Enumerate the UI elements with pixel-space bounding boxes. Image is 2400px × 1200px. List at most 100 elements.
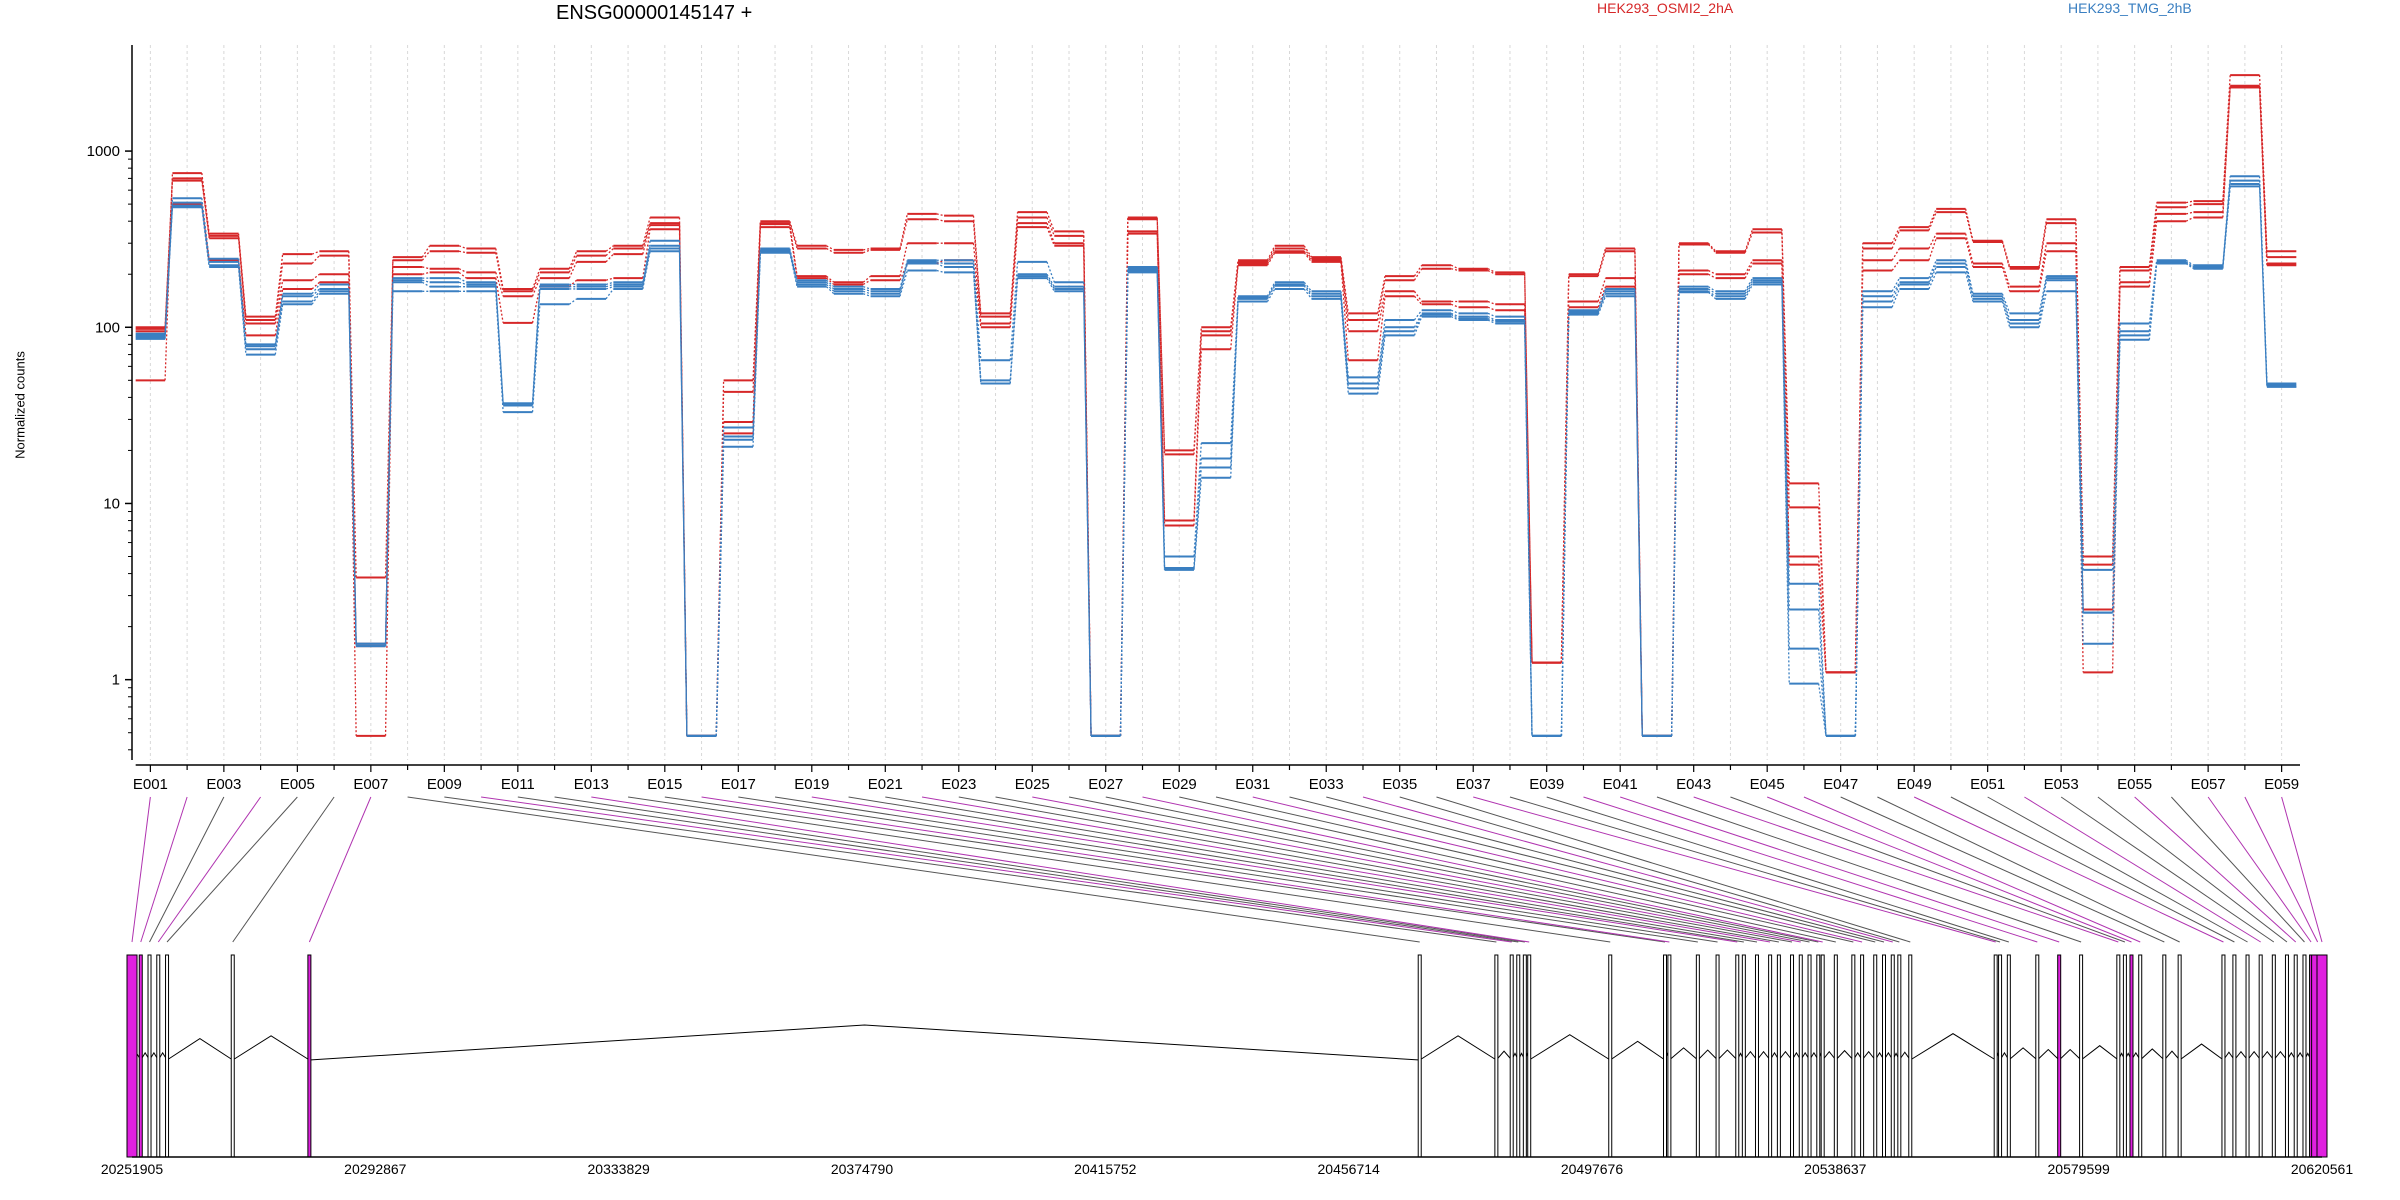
exon-connector-line — [1289, 796, 1876, 943]
y-tick-label: 10 — [103, 495, 120, 512]
exon-connector — [1560, 274, 1570, 663]
exon-connector — [1744, 232, 1754, 253]
exon-connector — [1450, 315, 1459, 321]
exon-connector — [1744, 284, 1754, 300]
exon-connector — [826, 283, 835, 292]
intron-line — [1910, 1033, 1996, 1061]
exon-connector — [421, 281, 430, 288]
exon-connector — [1266, 288, 1276, 302]
genome-tick-label: 20620561 — [2291, 1161, 2354, 1177]
exon-connector — [458, 271, 467, 279]
exon-box — [2316, 954, 2328, 1158]
exon-connector — [899, 243, 908, 277]
exon-connector — [972, 243, 982, 324]
exon-box — [1860, 954, 1865, 1158]
intron-line — [2058, 1048, 2082, 1061]
exon-connector — [1487, 306, 1496, 311]
exon-connector — [2258, 186, 2268, 387]
exon-connector — [568, 251, 578, 269]
exon-connector — [1450, 303, 1459, 308]
exon-connector — [1450, 264, 1459, 270]
exon-connector — [421, 250, 431, 261]
exon-connector — [164, 205, 174, 338]
exon-connector-line — [232, 796, 335, 943]
exon-connector — [1230, 263, 1239, 336]
exon-connector — [2148, 207, 2158, 271]
exon-connector-line — [1068, 796, 1810, 943]
exon-connector-line — [1142, 796, 1823, 943]
exon-box — [138, 954, 143, 1158]
x-tick-label: E047 — [1823, 776, 1858, 793]
series-8 — [135, 185, 2297, 737]
intron-line — [2179, 1043, 2224, 1061]
exon-connector — [1303, 281, 1313, 292]
exon-connector — [1487, 315, 1496, 321]
genome-tick-label: 20292867 — [344, 1161, 407, 1177]
exon-connector — [311, 288, 320, 297]
exon-connector — [1708, 269, 1717, 275]
exon-connector — [2001, 263, 2011, 287]
exon-connector — [642, 217, 651, 246]
exon-box — [1833, 954, 1838, 1158]
exon-connector — [274, 280, 284, 324]
exon-connector-line — [1620, 796, 2060, 943]
intron-line — [1697, 1049, 1718, 1061]
exon-connector — [2258, 184, 2268, 387]
exon-connector — [826, 275, 835, 283]
exon-connector — [2111, 339, 2121, 644]
intron-line — [1419, 1035, 1497, 1061]
exon-connector-line — [1436, 796, 1911, 943]
genome-tick-label: 20538637 — [1804, 1161, 1867, 1177]
intron-line — [1495, 1050, 1513, 1061]
exon-connector — [531, 277, 541, 297]
genome-tick-label: 20579599 — [2048, 1161, 2111, 1177]
x-tick-label: E035 — [1382, 776, 1417, 793]
exon-connector — [348, 291, 357, 647]
exon-connector — [1266, 285, 1276, 300]
exon-box — [1798, 954, 1803, 1158]
exon-connector-line — [627, 796, 1611, 943]
exon-connector-line — [921, 796, 1771, 943]
exon-connector — [2001, 266, 2011, 292]
exon-connector — [936, 262, 945, 268]
exon-box — [1851, 954, 1856, 1158]
exon-connector — [1817, 583, 1827, 736]
exon-connector — [642, 240, 651, 283]
exon-connector — [274, 254, 284, 317]
exon-connector — [2185, 200, 2194, 204]
exon-connector — [605, 248, 614, 257]
exon-connector-line — [554, 796, 1525, 943]
exon-connector — [531, 272, 541, 292]
exon-connector — [1781, 280, 1790, 610]
x-tick-label: E025 — [1015, 776, 1050, 793]
exon-connector-line — [1252, 796, 1863, 943]
exon-connector — [1744, 279, 1754, 295]
exon-connector — [311, 273, 320, 281]
exon-connector — [642, 248, 651, 287]
exon-box — [2006, 954, 2011, 1158]
exon-connector — [642, 224, 651, 255]
exon-connector — [1303, 250, 1313, 261]
exon-connector — [1009, 278, 1019, 384]
exon-connector-line — [1326, 796, 1885, 943]
exon-connector — [384, 257, 394, 578]
exon-connector — [1928, 211, 1937, 231]
exon-connector — [1817, 609, 1827, 736]
exon-connector — [274, 304, 284, 355]
exon-connector — [1744, 263, 1754, 279]
intron-line — [309, 1024, 1420, 1061]
exon-connector — [863, 247, 871, 251]
exon-connector — [1964, 233, 1974, 264]
exon-connector — [1156, 272, 1166, 570]
exon-connector-line — [2171, 796, 2305, 943]
intron-line — [1861, 1050, 1876, 1061]
exon-connector — [1708, 290, 1717, 297]
exon-connector — [2185, 263, 2194, 270]
exon-connector — [605, 286, 614, 290]
exon-connector — [1303, 285, 1313, 297]
exon-connector — [1119, 272, 1129, 736]
exon-connector-line — [958, 796, 1779, 943]
exon-connector — [1413, 268, 1423, 281]
intron-line — [2080, 1045, 2119, 1061]
